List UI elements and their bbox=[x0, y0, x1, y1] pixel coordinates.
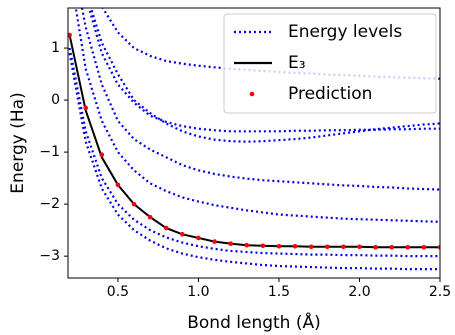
x-tick-label: 1.5 bbox=[268, 284, 290, 300]
legend-label: Prediction bbox=[288, 84, 372, 104]
prediction-point bbox=[212, 239, 217, 244]
y-tick-label: −1 bbox=[39, 144, 60, 160]
y-tick-label: −2 bbox=[39, 196, 60, 212]
x-tick-label: 1.0 bbox=[187, 284, 209, 300]
prediction-point bbox=[99, 152, 105, 158]
legend-box bbox=[223, 13, 437, 114]
prediction-point bbox=[83, 105, 89, 111]
axes-frame bbox=[67, 7, 441, 279]
e3-line bbox=[68, 34, 440, 249]
y-tick-label: 0 bbox=[51, 92, 60, 108]
energy-level-line bbox=[89, 8, 440, 143]
x-axis-label: Bond length (Å) bbox=[187, 311, 321, 333]
y-axis-label: Energy (Ha) bbox=[8, 92, 28, 193]
prediction-point bbox=[389, 245, 394, 250]
legend-marker bbox=[249, 91, 255, 97]
prediction-point bbox=[115, 182, 121, 188]
energy-level-line bbox=[80, 8, 440, 191]
legend-label: E₃ bbox=[288, 53, 306, 73]
prediction-point bbox=[437, 245, 440, 250]
prediction-point bbox=[196, 235, 201, 241]
prediction-point bbox=[260, 243, 266, 249]
prediction-point bbox=[131, 201, 137, 207]
x-tick-label: 2.0 bbox=[348, 284, 370, 300]
prediction-point bbox=[228, 241, 233, 246]
prediction-point bbox=[341, 244, 346, 250]
prediction-point bbox=[292, 243, 298, 249]
prediction-point bbox=[357, 244, 362, 250]
prediction-point bbox=[308, 244, 314, 250]
y-tick-label: −3 bbox=[39, 248, 60, 264]
prediction-point bbox=[147, 214, 153, 220]
prediction-point bbox=[180, 232, 185, 237]
energy-level-line bbox=[87, 8, 440, 133]
prediction-point bbox=[276, 243, 282, 249]
x-tick-label: 2.5 bbox=[429, 284, 451, 300]
prediction-point bbox=[244, 242, 250, 248]
prediction-point bbox=[68, 32, 72, 38]
prediction-point bbox=[373, 245, 378, 250]
legend-label: Energy levels bbox=[288, 22, 402, 42]
prediction-point bbox=[163, 225, 169, 231]
plot-area bbox=[68, 8, 440, 271]
x-tick-label: 0.5 bbox=[107, 284, 129, 300]
prediction-point bbox=[405, 245, 411, 250]
prediction-point bbox=[421, 245, 427, 250]
prediction-point bbox=[324, 244, 330, 250]
y-tick-label: 1 bbox=[51, 40, 60, 56]
